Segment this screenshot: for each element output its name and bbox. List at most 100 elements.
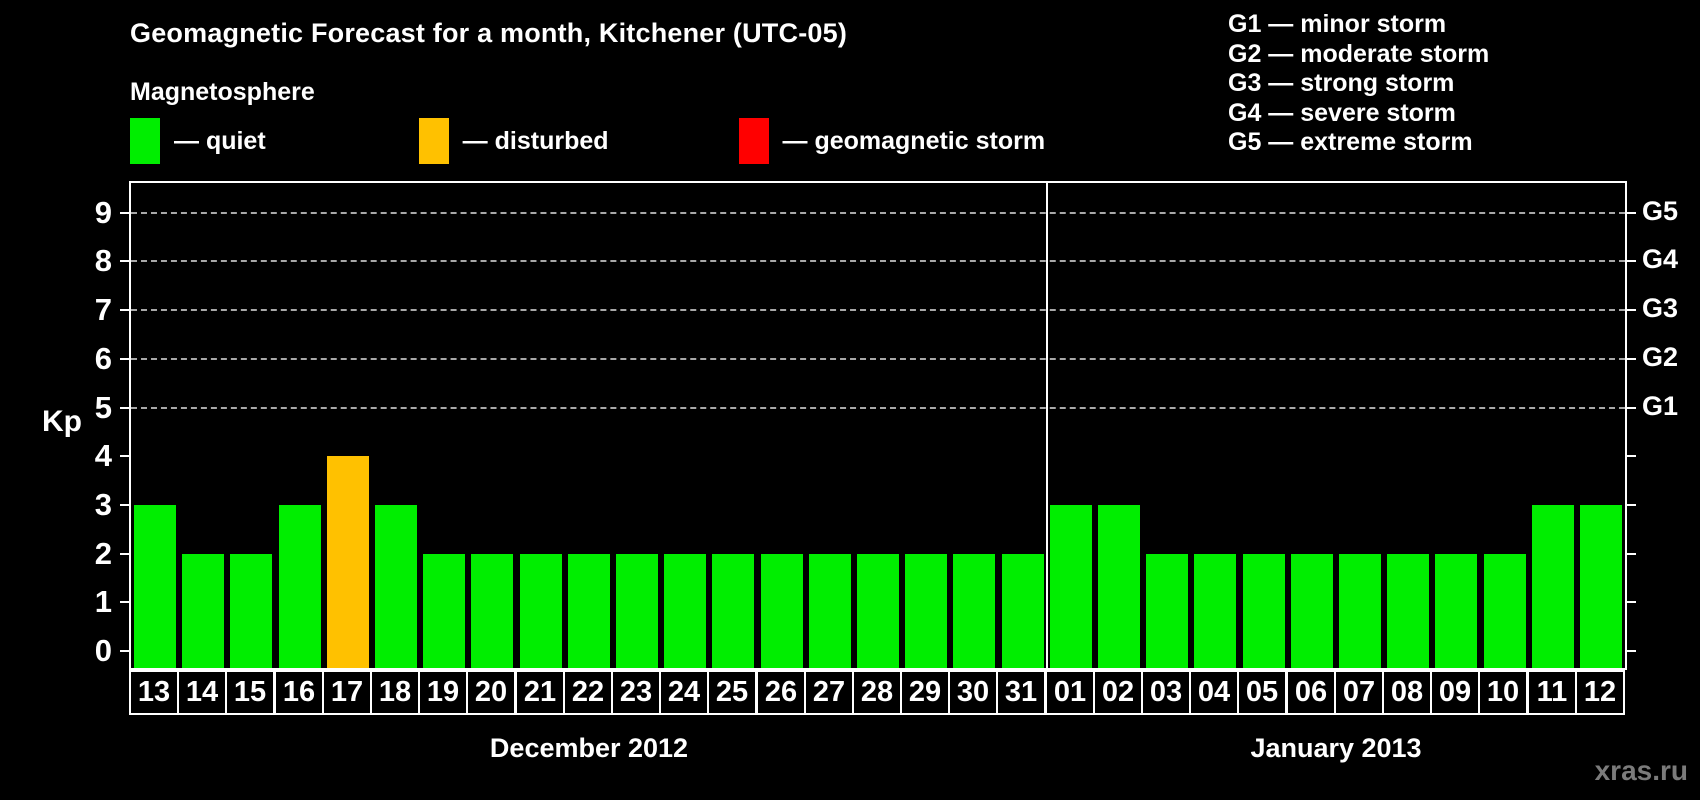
right-axis-tick (1627, 211, 1636, 214)
kp-bar (182, 554, 224, 668)
kp-bar (1291, 554, 1333, 668)
kp-bar (1484, 554, 1526, 668)
day-label-cell: 04 (1189, 670, 1239, 715)
day-label-cell: 21 (515, 670, 565, 715)
y-axis-tick-label: 6 (94, 340, 112, 376)
legend-swatch-quiet (130, 118, 160, 164)
day-label-cell: 22 (563, 670, 613, 715)
day-label-cell: 19 (418, 670, 468, 715)
right-axis-tick (1627, 601, 1636, 604)
y-axis-tick (120, 406, 129, 409)
day-label-cell: 24 (659, 670, 709, 715)
kp-bar (857, 554, 899, 668)
day-label-cell: 28 (852, 670, 902, 715)
y-axis-tick-label: 2 (94, 535, 112, 571)
gridline (131, 309, 1625, 312)
gridline (131, 260, 1625, 263)
legend-item-storm: — geomagnetic storm (738, 118, 1045, 164)
day-label-cell: 03 (1141, 670, 1191, 715)
gridline (131, 406, 1625, 409)
day-label-cell: 30 (948, 670, 998, 715)
g-legend-line: G2 — moderate storm (1228, 39, 1490, 68)
magnetosphere-legend: — quiet — disturbed — geomagnetic storm (130, 116, 1045, 166)
kp-bar (327, 456, 369, 668)
right-axis-tick (1627, 650, 1636, 652)
kp-bar (953, 554, 995, 668)
watermark: xras.ru (1594, 755, 1688, 786)
day-label-cell: 02 (1093, 670, 1143, 715)
month-divider-line (1046, 183, 1048, 668)
y-axis-tick (120, 601, 129, 604)
y-axis-tick-label: 7 (94, 292, 112, 328)
right-axis-tick (1627, 455, 1636, 458)
kp-bar (568, 554, 610, 668)
day-label-cell: 01 (1045, 670, 1095, 715)
y-axis-tick (120, 309, 129, 312)
kp-bar (616, 554, 658, 668)
day-label-cell: 09 (1430, 670, 1480, 715)
day-label-cell: 06 (1286, 670, 1336, 715)
y-axis-tick-label: 4 (94, 438, 112, 474)
day-label-cell: 10 (1478, 670, 1528, 715)
kp-bar (1002, 554, 1044, 668)
g-legend-line: G5 — extreme storm (1228, 128, 1473, 156)
day-label-cell: 13 (129, 670, 179, 715)
legend-swatch-disturbed (418, 118, 449, 164)
g-legend-line: G1 — minor storm (1228, 10, 1447, 38)
kp-bar (1339, 554, 1381, 668)
kp-bar (1098, 505, 1140, 668)
day-label-cell: 25 (707, 670, 757, 715)
kp-bar (712, 554, 754, 668)
kp-bar (230, 554, 272, 668)
day-label-cell: 15 (225, 670, 275, 715)
y-axis-tick (120, 455, 129, 458)
kp-bar (279, 505, 321, 668)
g-scale-legend: G1 — minor storm G2 — moderate storm G3 — … (1228, 10, 1489, 158)
kp-bar (664, 554, 706, 668)
y-axis-tick-label: 3 (94, 486, 112, 522)
g-level-label: G5 (1642, 195, 1679, 226)
y-axis-tick (120, 211, 129, 214)
right-axis-tick (1627, 260, 1636, 263)
y-axis-tick-label: 8 (94, 243, 112, 279)
kp-bar (1194, 554, 1236, 668)
plot-frame (129, 181, 1627, 670)
kp-bar (1435, 554, 1477, 668)
day-label-cell: 11 (1527, 670, 1577, 715)
right-axis-tick (1627, 406, 1636, 409)
right-axis-tick (1627, 503, 1636, 506)
y-axis-tick-label: 0 (94, 633, 112, 668)
day-label-cell: 27 (804, 670, 854, 715)
legend-item-quiet: — quiet (130, 118, 266, 164)
day-label-cell: 26 (756, 670, 806, 715)
y-axis-tick (120, 552, 129, 555)
legend-label: — disturbed (462, 126, 609, 155)
g-legend-line: G3 — strong storm (1228, 69, 1455, 97)
right-axis-tick (1627, 309, 1636, 312)
kp-bar (1243, 554, 1285, 668)
y-axis-tick-label: 9 (94, 194, 112, 230)
right-axis-tick (1627, 552, 1636, 555)
kp-bar (809, 554, 851, 668)
day-label-cell: 16 (274, 670, 324, 715)
y-axis-tick (120, 357, 129, 360)
month-label: January 2013 (1250, 733, 1422, 763)
kp-bar (423, 554, 465, 668)
g-legend-line: G4 — severe storm (1228, 98, 1456, 127)
kp-bar (1146, 554, 1188, 668)
day-label-cell: 08 (1382, 670, 1432, 715)
legend-swatch-storm (738, 118, 769, 164)
kp-bar (1050, 505, 1092, 668)
kp-bar (1580, 505, 1622, 668)
day-label-cell: 23 (611, 670, 661, 715)
y-axis-title: Kp (42, 405, 82, 438)
legend-label: — quiet (174, 126, 266, 155)
day-label-cell: 17 (322, 670, 372, 715)
magnetosphere-label: Magnetosphere (130, 78, 315, 106)
y-axis-tick (120, 260, 129, 263)
kp-bar (1532, 505, 1574, 668)
y-axis-tick (120, 503, 129, 506)
gridline (131, 357, 1625, 360)
gridline (131, 211, 1625, 214)
